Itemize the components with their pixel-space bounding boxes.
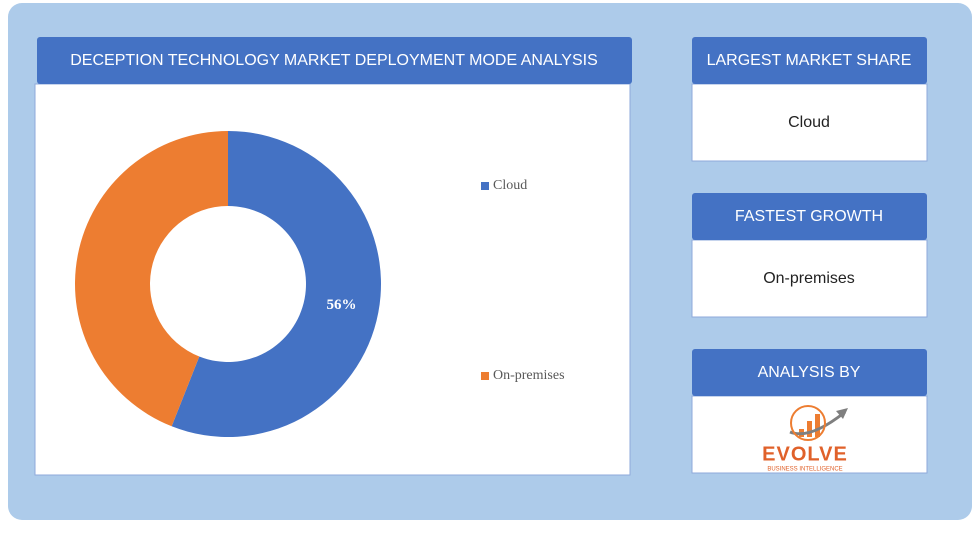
data-label: 56% — [326, 297, 356, 313]
donut-slice — [74, 131, 228, 427]
logo-bar — [815, 414, 820, 437]
panel-header — [692, 193, 927, 240]
chart-title: DECEPTION TECHNOLOGY MARKET DEPLOYMENT M… — [70, 52, 598, 69]
panel-title: LARGEST MARKET SHARE — [707, 52, 912, 69]
panel-body — [691, 239, 928, 318]
donut: 56% Cloud On-premises — [74, 131, 565, 437]
panel-text: Cloud — [788, 114, 830, 131]
chart-header — [37, 37, 632, 84]
panel-header — [692, 37, 927, 84]
panel-title: FASTEST GROWTH — [735, 208, 883, 225]
panel-text: On-premises — [763, 270, 855, 287]
donut-slice — [171, 131, 381, 437]
legend-swatch — [481, 372, 489, 380]
panel-body — [691, 83, 928, 162]
logo-ring — [790, 405, 826, 441]
logo-arrowhead — [836, 408, 848, 419]
logo: EVOLVE BUSINESS INTELLIGENCE — [762, 405, 848, 473]
side-panels: LARGEST MARKET SHARE Cloud FASTEST GROWTH O… — [691, 37, 928, 474]
panel-title: ANALYSIS BY — [758, 364, 861, 381]
logo-tagline: BUSINESS INTELLIGENCE — [767, 467, 842, 473]
logo-bar — [807, 421, 812, 437]
legend-label: On-premises — [493, 368, 565, 383]
logo-name: EVOLVE — [762, 443, 848, 465]
legend-label: Cloud — [493, 178, 527, 193]
legend-swatch — [481, 182, 489, 190]
panel-header — [692, 349, 927, 396]
